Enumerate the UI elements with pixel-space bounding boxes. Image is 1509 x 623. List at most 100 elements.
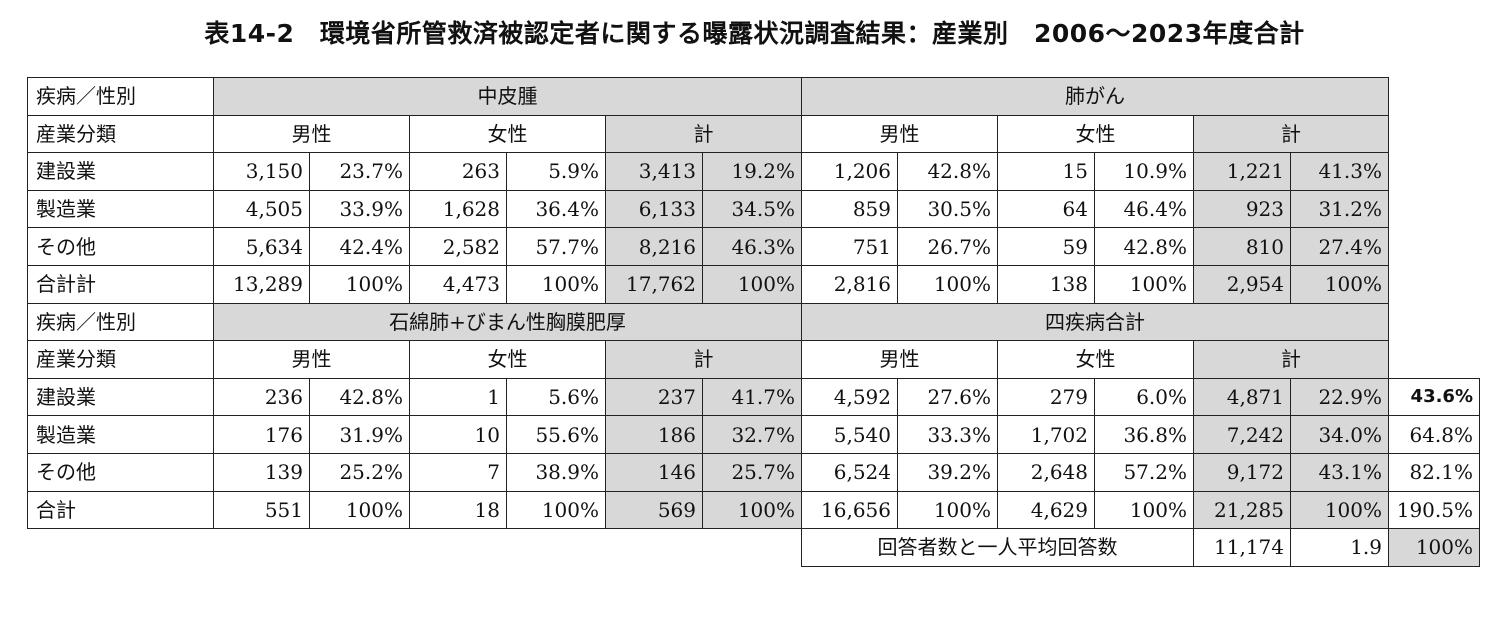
empty-cell <box>28 529 802 567</box>
value-cell: 6,524 <box>801 452 898 492</box>
extra-ratio-cell: 64.8% <box>1388 415 1480 454</box>
disease-header: 石綿肺+びまん性胸膜肥厚 <box>213 302 802 342</box>
page-title: 表14-2 環境省所管救済被認定者に関する曝露状況調査結果：産業別 2006〜2… <box>204 19 1305 48</box>
empty-cell <box>1389 341 1480 379</box>
value-cell: 27.6% <box>897 377 998 417</box>
value-cell: 8,216 <box>605 227 703 266</box>
value-cell: 27.4% <box>1290 227 1389 266</box>
value-cell: 22.9% <box>1290 377 1389 417</box>
value-cell: 36.8% <box>1094 415 1194 454</box>
value-cell: 43.1% <box>1290 452 1389 492</box>
male-header: 男性 <box>213 114 410 154</box>
value-cell: 176 <box>213 415 310 454</box>
value-cell: 1,628 <box>409 189 507 229</box>
respondents-label: 回答者数と一人平均回答数 <box>801 528 1194 567</box>
total-header: 計 <box>1193 114 1389 154</box>
value-cell: 7,242 <box>1193 415 1291 454</box>
value-cell: 810 <box>1193 227 1291 266</box>
extra-ratio-cell: 82.1% <box>1388 452 1480 492</box>
extra-ratio-cell: 190.5% <box>1388 490 1480 530</box>
total-header: 計 <box>605 340 802 379</box>
value-cell: 30.5% <box>897 189 998 229</box>
value-cell: 923 <box>1193 189 1291 229</box>
value-cell: 100% <box>702 264 802 304</box>
value-cell: 13,289 <box>213 264 310 304</box>
table-row: 合計計 13,289 100% 4,473 100% 17,762 100% 2,816 100… <box>27 264 1480 304</box>
value-cell: 2,816 <box>801 264 898 304</box>
value-cell: 186 <box>605 415 703 454</box>
table-row: 合計 551 100% 18 100% 569 100% 16,656 100% 4,629 100… <box>27 490 1480 530</box>
value-cell: 1 <box>409 377 507 417</box>
value-cell: 5.6% <box>506 377 606 417</box>
disease-sex-label: 疾病／性別 <box>27 302 214 342</box>
footer-pct: 100% <box>1388 528 1480 567</box>
value-cell: 5,634 <box>213 227 310 266</box>
value-cell: 7 <box>409 452 507 492</box>
value-cell: 42.4% <box>309 227 410 266</box>
value-cell: 57.2% <box>1094 452 1194 492</box>
value-cell: 10 <box>409 415 507 454</box>
value-cell: 25.7% <box>702 452 802 492</box>
disease-sex-label: 疾病／性別 <box>27 77 214 116</box>
table-body: 疾病／性別 中皮腫 肺がん 産業分類 男性 女性計男性 女性計建設業 3,150 23.7% 26… <box>27 77 1480 567</box>
respondents-count: 11,174 <box>1193 528 1291 567</box>
value-cell: 34.5% <box>702 189 802 229</box>
value-cell: 39.2% <box>897 452 998 492</box>
value-cell: 4,871 <box>1193 377 1291 417</box>
industry-name: その他 <box>27 227 214 266</box>
value-cell: 859 <box>801 189 898 229</box>
value-cell: 42.8% <box>309 377 410 417</box>
disease-header: 四疾病合計 <box>801 302 1389 342</box>
header-row-sex: 産業分類 男性 女性計男性 女性計 <box>27 340 1480 379</box>
footer-row: 回答者数と一人平均回答数 11,174 1.9 100% <box>28 528 1480 567</box>
value-cell: 5,540 <box>801 415 898 454</box>
industry-name: 合計計 <box>27 264 214 304</box>
value-cell: 33.9% <box>309 189 410 229</box>
value-cell: 64 <box>997 189 1095 229</box>
value-cell: 279 <box>997 377 1095 417</box>
value-cell: 3,150 <box>213 152 310 191</box>
industry-name: 建設業 <box>27 377 214 417</box>
value-cell: 36.4% <box>506 189 606 229</box>
value-cell: 31.2% <box>1290 189 1389 229</box>
value-cell: 18 <box>409 490 507 530</box>
total-header: 計 <box>605 114 802 154</box>
value-cell: 34.0% <box>1290 415 1389 454</box>
value-cell: 1,221 <box>1193 152 1291 191</box>
average-answers: 1.9 <box>1290 528 1389 567</box>
value-cell: 100% <box>897 264 998 304</box>
value-cell: 237 <box>605 377 703 417</box>
value-cell: 46.4% <box>1094 189 1194 229</box>
industry-label: 産業分類 <box>27 114 214 154</box>
female-header: 女性 <box>409 114 606 154</box>
value-cell: 100% <box>309 264 410 304</box>
industry-name: 建設業 <box>27 152 214 191</box>
disease-header: 中皮腫 <box>213 77 802 116</box>
value-cell: 2,648 <box>997 452 1095 492</box>
value-cell: 139 <box>213 452 310 492</box>
value-cell: 100% <box>702 490 802 530</box>
value-cell: 21,285 <box>1193 490 1291 530</box>
value-cell: 100% <box>1094 490 1194 530</box>
industry-name: 合計 <box>27 490 214 530</box>
header-row-disease: 疾病／性別 中皮腫 肺がん <box>27 77 1480 116</box>
value-cell: 55.6% <box>506 415 606 454</box>
female-header: 女性 <box>997 114 1194 154</box>
value-cell: 100% <box>506 490 606 530</box>
table-row: 製造業 4,505 33.9% 1,628 36.4% 6,133 34.5% 859 30.5… <box>27 189 1480 229</box>
value-cell: 57.7% <box>506 227 606 266</box>
value-cell: 146 <box>605 452 703 492</box>
value-cell: 100% <box>1094 264 1194 304</box>
industry-label: 産業分類 <box>27 340 214 379</box>
value-cell: 9,172 <box>1193 452 1291 492</box>
industry-name: その他 <box>27 452 214 492</box>
value-cell: 569 <box>605 490 703 530</box>
total-header: 計 <box>1193 340 1389 379</box>
table-row: その他 5,634 42.4% 2,582 57.7% 8,216 46.3% 751 26.7… <box>27 227 1480 266</box>
value-cell: 100% <box>1290 264 1389 304</box>
value-cell: 26.7% <box>897 227 998 266</box>
female-header: 女性 <box>997 340 1194 379</box>
table-row: 建設業 236 42.8% 1 5.6% 237 41.7% 4,592 27.6% 279 6.0… <box>27 377 1480 417</box>
male-header: 男性 <box>213 340 410 379</box>
value-cell: 42.8% <box>1094 227 1194 266</box>
